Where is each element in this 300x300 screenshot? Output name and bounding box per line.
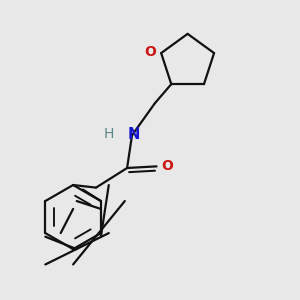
Text: O: O [144,45,156,59]
Text: H: H [103,127,114,141]
Text: O: O [161,159,173,173]
Text: N: N [128,127,140,142]
